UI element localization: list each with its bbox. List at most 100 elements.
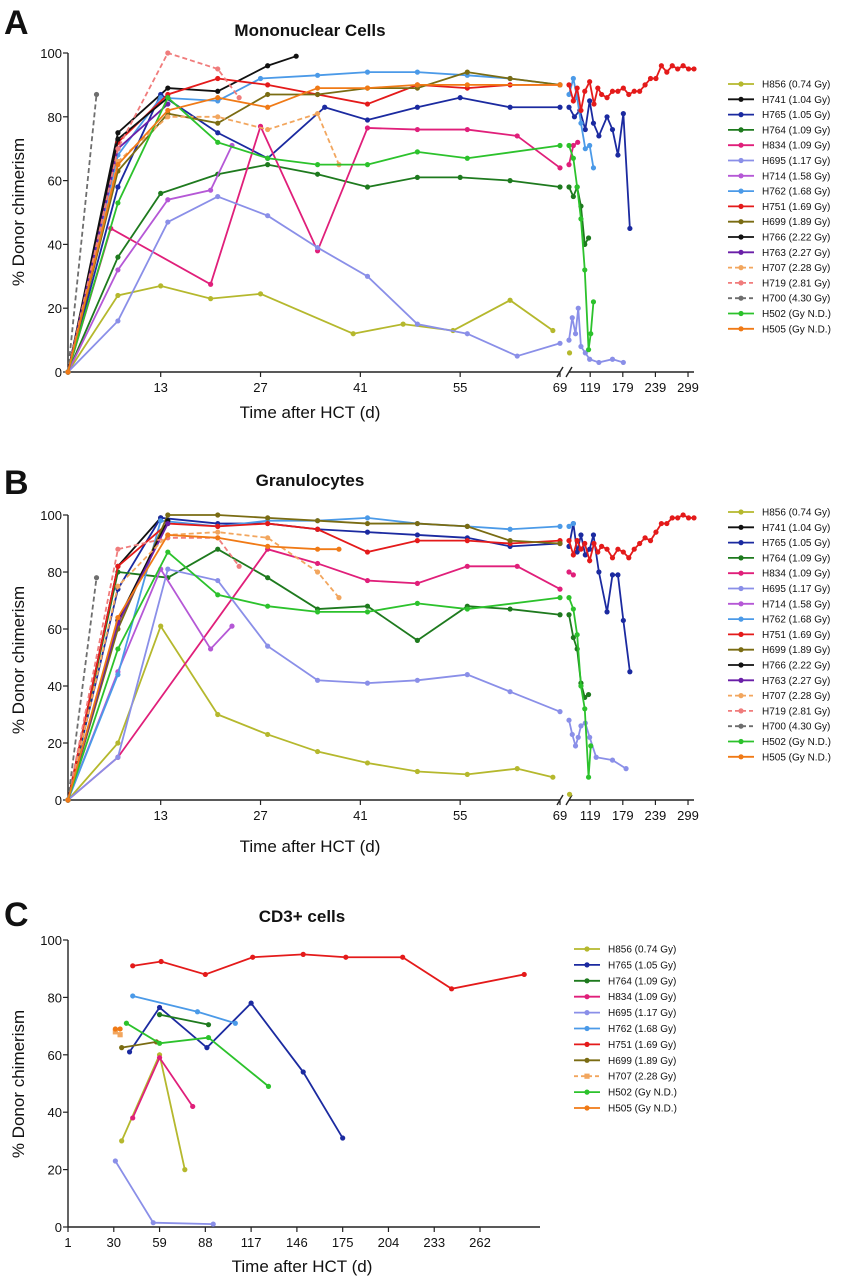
data-point (182, 1167, 188, 1173)
legend-entry: H719 (2.81 Gy) (762, 706, 830, 717)
data-point (265, 82, 271, 88)
data-point (685, 66, 692, 72)
series-h751-1-69-gy (65, 512, 697, 803)
data-point (627, 225, 633, 232)
legend-entry: H856 (0.74 Gy) (762, 80, 830, 91)
data-point (642, 82, 648, 88)
series-line (67, 123, 561, 373)
legend-entry: H765 (1.05 Gy) (608, 960, 676, 971)
panel-b: B Granulocytes Time after HCT (d) % Dono… (4, 464, 831, 856)
data-point (557, 586, 563, 592)
data-point (582, 88, 588, 94)
legend-entry: H834 (1.09 Gy) (608, 992, 676, 1003)
series-h699-1-89-gy (65, 512, 563, 803)
data-point (609, 126, 616, 133)
y-tick-label: 0 (55, 365, 62, 380)
x-tick-label: 119 (580, 808, 601, 823)
legend-entry: H505 (Gy N.D.) (762, 752, 831, 763)
data-point (208, 646, 214, 652)
data-point (314, 91, 321, 98)
legend-marker (738, 112, 744, 118)
data-point (232, 1020, 238, 1026)
x-tick-label: 179 (612, 380, 634, 395)
data-point (123, 1020, 130, 1026)
series-line (67, 94, 98, 373)
data-point (620, 359, 626, 366)
data-point (205, 1022, 212, 1028)
series-h707-2-28-gy (112, 1029, 123, 1038)
data-point (414, 580, 420, 587)
series-line (67, 550, 561, 801)
data-point (464, 771, 470, 777)
data-point (215, 592, 221, 598)
legend-entry: H714 (1.58 Gy) (762, 171, 830, 182)
series-h834-1-09-gy (130, 1055, 196, 1121)
legend-entry: H765 (1.05 Gy) (762, 538, 830, 549)
data-point (615, 572, 621, 578)
series-h505-gy-n-d (65, 82, 563, 375)
data-point (340, 1135, 346, 1141)
data-point (626, 555, 632, 561)
data-point (414, 520, 420, 527)
data-point (570, 634, 576, 641)
legend-entry: H505 (Gy N.D.) (762, 324, 831, 335)
legend-marker (584, 1057, 590, 1063)
data-point (314, 244, 321, 251)
legend-marker (738, 265, 744, 271)
data-point (582, 350, 588, 356)
data-point (208, 281, 214, 287)
data-point (609, 757, 616, 763)
legend-entry: H834 (1.09 Gy) (762, 141, 830, 152)
data-point (115, 146, 121, 152)
data-point (595, 549, 601, 555)
data-point (215, 711, 221, 718)
data-point (265, 104, 271, 110)
legend-marker (738, 693, 744, 699)
data-point (115, 546, 121, 552)
data-point (414, 768, 420, 775)
data-point (115, 130, 121, 136)
legend-entry: H751 (1.69 Gy) (762, 202, 830, 213)
data-point (158, 623, 164, 629)
data-point (215, 88, 221, 94)
data-point (158, 283, 164, 289)
data-point (165, 532, 171, 538)
data-point (604, 114, 610, 120)
data-point (572, 743, 579, 749)
data-point (210, 1221, 216, 1227)
data-point (566, 104, 572, 110)
legend-entry: H695 (1.17 Gy) (608, 1008, 676, 1019)
data-point (578, 120, 584, 126)
data-point (112, 1158, 118, 1164)
data-point (582, 540, 588, 547)
series-h502-gy-n-d (123, 1020, 272, 1089)
legend-entry: H695 (1.17 Gy) (762, 584, 830, 595)
plot-area-b (65, 512, 697, 803)
data-point (566, 337, 572, 343)
data-point (578, 723, 584, 729)
data-point (574, 538, 580, 544)
series-line (67, 516, 561, 801)
data-point (557, 612, 563, 618)
data-point (550, 774, 556, 780)
plot-area-a (65, 50, 697, 375)
data-point (215, 535, 221, 541)
x-tick-label: 27 (253, 380, 267, 395)
data-point (414, 104, 420, 110)
legend-entry: H700 (4.30 Gy) (762, 294, 830, 305)
series-h766-2-22-gy (65, 95, 171, 375)
data-point (215, 114, 221, 120)
data-point (575, 305, 581, 311)
series-line (568, 100, 631, 229)
data-point (400, 321, 406, 327)
legend-marker (584, 1073, 590, 1079)
legend-marker (738, 188, 744, 194)
legend-b: H856 (0.74 Gy) H741 (1.04 Gy) H765 (1.05 G… (728, 508, 831, 763)
panel-c: C CD3+ cells Time after HCT (d) % Donor … (4, 896, 677, 1276)
data-point (112, 1026, 118, 1032)
x-tick-label: 69 (553, 808, 567, 823)
legend-entry: H764 (1.09 Gy) (762, 553, 830, 564)
x-tick-label: 146 (286, 1235, 308, 1250)
data-point (115, 318, 121, 324)
data-point (115, 184, 121, 190)
